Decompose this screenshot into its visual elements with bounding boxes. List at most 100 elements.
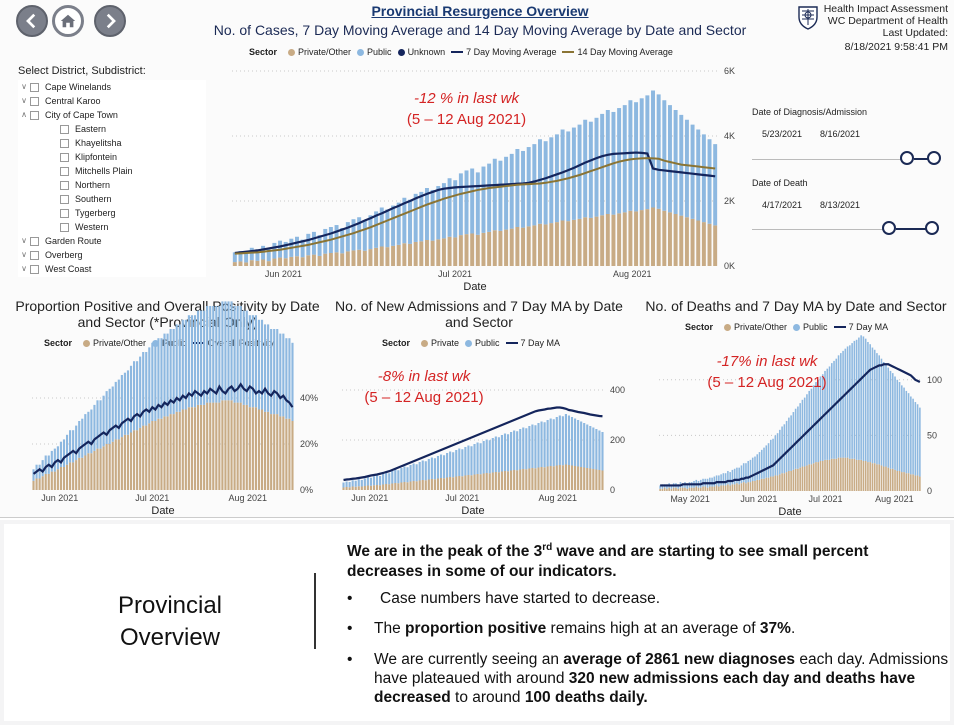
district-item[interactable]: ∨ Central Karoo [18, 94, 206, 108]
death-start-date[interactable]: 4/17/2021 [762, 200, 803, 210]
cases-chart: 0K 2K 4K 6K Jun 2021 Jul 2021 Aug 2021 Date [232, 66, 735, 293]
page-title: Provincial Resurgence Overview [371, 3, 589, 19]
district-item[interactable]: Southern [18, 192, 206, 206]
legend-item: 7 Day Moving Average [466, 47, 557, 57]
district-item[interactable]: Mitchells Plain [18, 164, 206, 178]
district-checkbox[interactable] [30, 236, 39, 246]
chevron-up-icon[interactable]: ∧ [21, 110, 27, 119]
district-item[interactable]: ∧ City of Cape Town [18, 108, 206, 122]
bar-public [270, 329, 273, 415]
district-checkbox[interactable] [60, 180, 69, 190]
district-label: West Coast [45, 264, 92, 274]
bar-public [190, 315, 194, 408]
diagnosis-slider-start-handle[interactable] [900, 151, 914, 165]
bar-private [858, 459, 860, 491]
bar-private [278, 257, 283, 266]
bar-public [148, 347, 151, 424]
bar-public [218, 306, 221, 403]
bar-private [684, 217, 689, 266]
bar-private [889, 468, 892, 491]
bar-private [867, 462, 869, 491]
text-part: . [790, 620, 796, 637]
bar-public [573, 418, 577, 466]
bar-public [901, 385, 903, 473]
bar-private [35, 478, 38, 490]
bar-public [488, 440, 491, 474]
diagnosis-end-date[interactable]: 8/16/2021 [820, 129, 861, 139]
bar-private [736, 483, 738, 491]
bar-private [272, 258, 277, 266]
x-tick-label: Aug 2021 [875, 494, 914, 504]
bar-public [476, 442, 479, 474]
bar-public [628, 100, 633, 211]
district-checkbox[interactable] [60, 194, 69, 204]
bar-private [513, 470, 516, 490]
diagnosis-slider-end-handle[interactable] [927, 151, 941, 165]
chevron-down-icon[interactable]: ∨ [21, 236, 27, 245]
chevron-down-icon[interactable]: ∨ [21, 96, 27, 105]
bar-public [357, 479, 360, 487]
bar-public [747, 460, 750, 483]
bar-private [690, 487, 693, 491]
diagnosis-start-date[interactable]: 5/23/2021 [762, 129, 803, 139]
chevron-down-icon[interactable]: ∨ [21, 250, 27, 259]
legend-unknown-swatch [397, 48, 405, 56]
district-checkbox[interactable] [60, 138, 69, 148]
district-checkbox[interactable] [60, 222, 69, 232]
admissions-legend: Sector Private Public 7 Day MA [382, 338, 560, 348]
bar-public [903, 387, 905, 473]
bar-public [583, 423, 586, 468]
bar-public [248, 315, 251, 408]
bar-public [774, 435, 777, 476]
home-button[interactable] [52, 5, 84, 37]
back-button[interactable] [16, 5, 48, 37]
bar-public [282, 333, 285, 417]
district-item[interactable]: Klipfontein [18, 150, 206, 164]
death-slider-end-handle[interactable] [925, 221, 939, 235]
chevron-down-icon[interactable]: ∨ [21, 82, 27, 91]
district-checkbox[interactable] [30, 96, 39, 106]
district-checkbox[interactable] [30, 264, 39, 274]
bar-public [833, 360, 835, 459]
bar-private [206, 402, 209, 490]
district-checkbox[interactable] [30, 110, 39, 120]
district-checkbox[interactable] [30, 82, 39, 92]
death-end-date[interactable]: 8/13/2021 [820, 200, 861, 210]
death-slider-start-handle[interactable] [882, 221, 896, 235]
district-checkbox[interactable] [60, 208, 69, 218]
bar-public [242, 310, 245, 405]
district-checkbox[interactable] [60, 152, 69, 162]
district-checkbox[interactable] [60, 124, 69, 134]
district-item[interactable]: ∨ West Coast [18, 262, 206, 276]
chevron-down-icon[interactable]: ∨ [21, 264, 27, 273]
bar-public [876, 353, 878, 465]
bar-private [781, 473, 783, 491]
district-checkbox[interactable] [30, 250, 39, 260]
bar-public [801, 399, 804, 467]
district-item[interactable]: ∨ Cape Winelands [18, 80, 206, 94]
bar-private [586, 468, 589, 490]
bar-public [713, 476, 716, 487]
bar-private [817, 462, 820, 491]
bar-public [498, 160, 503, 231]
bar-private [564, 464, 567, 490]
bar-private [860, 459, 862, 491]
forward-arrow-icon [106, 13, 116, 29]
district-item[interactable]: Khayelitsha [18, 136, 206, 150]
district-item[interactable]: ∨ Garden Route [18, 234, 206, 248]
district-item[interactable]: Eastern [18, 122, 206, 136]
bar-private [639, 210, 644, 266]
district-item[interactable]: ∨ Overberg [18, 248, 206, 262]
bar-private [273, 414, 276, 490]
district-label: City of Cape Town [45, 110, 118, 120]
bar-private [379, 246, 384, 266]
forward-button[interactable] [94, 5, 126, 37]
district-item[interactable]: Northern [18, 178, 206, 192]
district-item[interactable]: Tygerberg [18, 206, 206, 220]
bar-private [193, 407, 197, 490]
diagnosis-slider-range [914, 158, 928, 160]
bar-private [154, 421, 157, 490]
district-checkbox[interactable] [60, 166, 69, 176]
district-item[interactable]: Western [18, 220, 206, 234]
bar-public [175, 324, 178, 412]
